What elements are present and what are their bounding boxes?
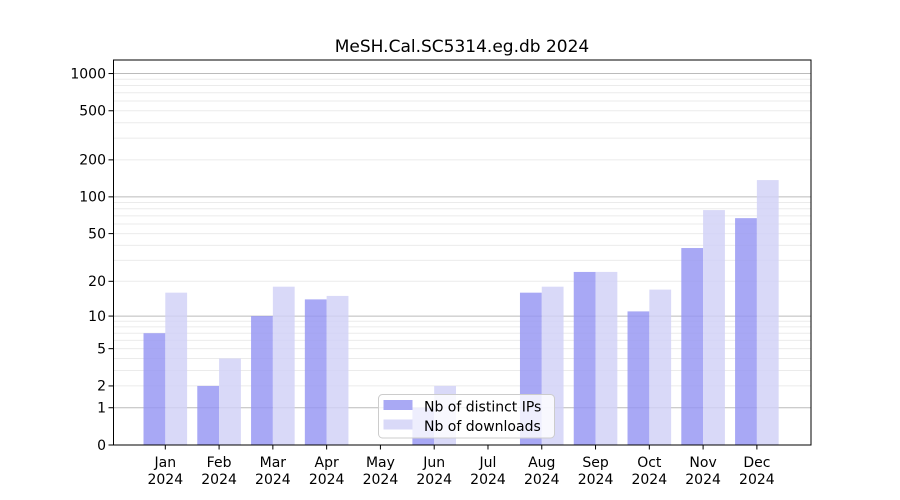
bar-downloads: [756, 180, 779, 446]
bar-distinct-ips: [197, 385, 220, 445]
x-tick-label-month: Sep: [582, 455, 609, 471]
axis-frame: [113, 59, 812, 446]
x-tick-label-year: 2024: [416, 472, 452, 488]
x-tick-label-month: Jul: [479, 455, 497, 471]
chart-title: MeSH.Cal.SC5314.eg.db 2024: [335, 37, 589, 57]
bar-downloads: [326, 295, 349, 445]
legend-swatch-downloads: [383, 419, 413, 430]
x-tick-label-month: Oct: [637, 455, 662, 471]
x-tick-label-year: 2024: [578, 472, 614, 488]
bar-distinct-ips: [143, 333, 166, 445]
bar-downloads: [649, 289, 672, 445]
x-tick-label-year: 2024: [631, 472, 667, 488]
y-tick-label: 20: [88, 274, 106, 290]
bar-downloads: [219, 358, 241, 445]
legend-box: [378, 394, 555, 439]
bar-distinct-ips: [304, 299, 327, 445]
legend-swatch-distinct-ips: [383, 400, 413, 410]
x-tick-label-month: Jun: [422, 455, 445, 471]
y-tick-label: 0: [97, 438, 106, 454]
x-tick-label-year: 2024: [685, 472, 721, 488]
bar-distinct-ips: [735, 218, 757, 445]
x-tick-label-month: Jan: [154, 455, 177, 471]
bar-downloads: [595, 271, 618, 445]
y-tick-label: 5: [97, 341, 106, 357]
x-tick-label-month: Mar: [260, 455, 287, 471]
x-tick-label-year: 2024: [524, 472, 560, 488]
x-tick-label-month: Dec: [743, 455, 770, 471]
x-tick-label-year: 2024: [470, 472, 506, 488]
y-tick-label: 100: [79, 190, 106, 206]
y-tick-label: 200: [79, 153, 106, 169]
x-tick-label-month: Nov: [689, 455, 716, 471]
bar-downloads: [272, 286, 295, 445]
bar-distinct-ips: [681, 248, 704, 445]
y-tick-label: 50: [88, 226, 106, 242]
x-tick-label-year: 2024: [255, 472, 291, 488]
y-tick-label: 10: [88, 309, 106, 325]
x-tick-label-month: Apr: [315, 455, 339, 471]
x-tick-label-year: 2024: [363, 472, 399, 488]
x-tick-label-month: May: [366, 455, 395, 471]
x-tick-label-year: 2024: [739, 472, 775, 488]
x-tick-label-month: Aug: [528, 455, 555, 471]
bar-downloads: [703, 210, 725, 445]
y-tick-label: 1000: [70, 66, 106, 82]
x-tick-label-year: 2024: [201, 472, 237, 488]
bar-distinct-ips: [251, 316, 273, 445]
bar-downloads: [165, 292, 188, 445]
x-tick-label-year: 2024: [309, 472, 345, 488]
y-tick-label: 2: [97, 379, 106, 395]
legend-label-distinct-ips: Nb of distinct IPs: [424, 400, 541, 416]
legend-label-downloads: Nb of downloads: [424, 419, 541, 435]
y-tick-label: 500: [79, 104, 106, 120]
legend: Nb of distinct IPs Nb of downloads: [378, 394, 555, 439]
x-tick-label-year: 2024: [147, 472, 183, 488]
y-tick-label: 1: [97, 401, 106, 417]
bar-distinct-ips: [573, 271, 596, 445]
bar-distinct-ips: [627, 311, 650, 445]
x-tick-label-month: Feb: [207, 455, 232, 471]
